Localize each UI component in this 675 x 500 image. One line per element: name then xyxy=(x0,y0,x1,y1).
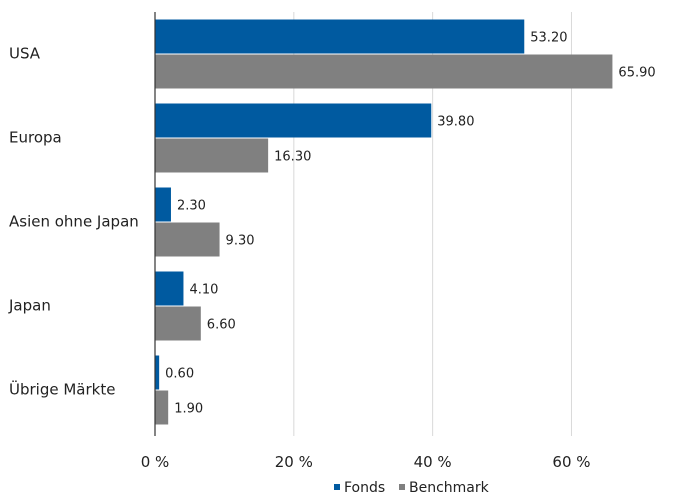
x-tick-label: 40 % xyxy=(414,453,452,471)
legend-label-benchmark: Benchmark xyxy=(409,480,490,496)
legend-swatch-fonds xyxy=(334,484,340,490)
category-labels: USA Europa Asien ohne Japan Japan Übrige Mär… xyxy=(8,45,139,399)
bar-fonds-usa xyxy=(155,19,525,54)
x-tick-label: 0 % xyxy=(141,453,170,471)
category-label: Übrige Märkte xyxy=(9,380,115,399)
value-labels: 53.20 65.90 39.80 16.30 2.30 9.30 4.10 6.60 0.60… xyxy=(165,31,655,417)
category-label: Asien ohne Japan xyxy=(9,213,139,231)
x-tick-label: 60 % xyxy=(552,453,590,471)
bar-benchmark-asien-ohne-japan xyxy=(155,222,220,257)
bar-benchmark-europa xyxy=(155,138,269,173)
bar-fonds-asien-ohne-japan xyxy=(155,187,171,222)
category-label: USA xyxy=(9,45,41,63)
value-label: 65.90 xyxy=(618,66,655,81)
value-label: 9.30 xyxy=(226,234,255,249)
value-label: 16.30 xyxy=(274,150,311,165)
legend-swatch-benchmark xyxy=(399,484,405,490)
bars xyxy=(155,19,613,425)
legend: Fonds Benchmark xyxy=(334,480,490,496)
bar-fonds-japan xyxy=(155,271,184,306)
category-label: Europa xyxy=(9,129,62,147)
bar-benchmark-japan xyxy=(155,306,201,341)
x-tick-labels: 0 % 20 % 40 % 60 % xyxy=(141,453,591,471)
value-label: 2.30 xyxy=(177,199,206,214)
value-label: 4.10 xyxy=(189,283,218,298)
legend-label-fonds: Fonds xyxy=(344,480,385,496)
value-label: 0.60 xyxy=(165,367,194,382)
value-label: 53.20 xyxy=(530,31,567,46)
value-label: 1.90 xyxy=(174,402,203,417)
bar-benchmark-usa xyxy=(155,54,613,89)
x-tick-label: 20 % xyxy=(275,453,313,471)
bar-fonds-europa xyxy=(155,103,432,138)
category-label: Japan xyxy=(8,297,51,315)
bar-fonds-übrige-märkte xyxy=(155,355,160,390)
value-label: 39.80 xyxy=(437,115,474,130)
value-label: 6.60 xyxy=(207,318,236,333)
bar-benchmark-übrige-märkte xyxy=(155,390,169,425)
